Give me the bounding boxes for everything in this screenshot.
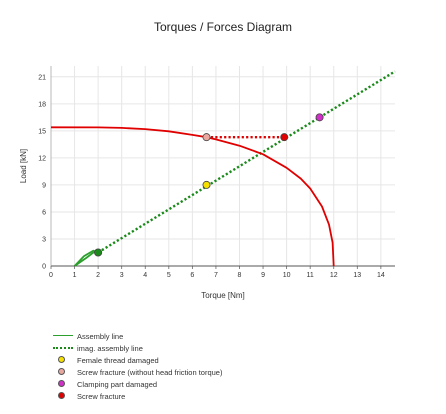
grid: [50, 66, 395, 267]
legend-label: Screw fracture (without head friction to…: [77, 367, 223, 377]
x-tick-label: 14: [377, 272, 385, 279]
x-tick-label: 10: [283, 272, 291, 279]
marker-screw-fracture: [280, 133, 289, 142]
series: [50, 70, 396, 267]
legend: Assembly line imag. assembly line Female t…: [52, 330, 222, 402]
marker-female-thread-damaged: [202, 180, 211, 189]
marker-screw-fracture-without-head-friction-torque-: [202, 133, 211, 142]
legend-label: Female thread damaged: [77, 355, 159, 365]
legend-label: Clamping part damaged: [77, 379, 158, 389]
y-tick-label: 18: [38, 101, 46, 108]
legend-dot-swatch: [52, 379, 74, 389]
legend-label: Assembly line: [77, 331, 124, 341]
x-tick-label: 5: [167, 272, 171, 279]
y-tick-label: 21: [38, 74, 46, 81]
x-tick-label: 1: [73, 272, 77, 279]
x-tick-label: 6: [190, 272, 194, 279]
x-tick-label: 9: [261, 272, 265, 279]
legend-dot-swatch: [52, 367, 74, 377]
x-tick-label: 12: [330, 272, 338, 279]
legend-label: imag. assembly line: [77, 343, 143, 353]
y-tick-label: 12: [38, 155, 46, 162]
legend-item[interactable]: Screw fracture (without head friction to…: [52, 366, 222, 378]
y-tick-label: 15: [38, 128, 46, 135]
y-tick-label: 6: [42, 209, 46, 216]
x-tick-label: 0: [49, 272, 53, 279]
legend-dot-swatch: [52, 391, 74, 401]
y-tick-label: 9: [42, 182, 46, 189]
markers: [94, 113, 324, 257]
x-tick-label: 2: [96, 272, 100, 279]
legend-line-swatch: [52, 343, 74, 353]
legend-dot-swatch: [52, 355, 74, 365]
legend-item[interactable]: Screw fracture: [52, 390, 222, 402]
chart-title: Torques / Forces Diagram: [153, 20, 293, 34]
y-axis-title: Load [kN]: [19, 149, 28, 183]
legend-item[interactable]: Female thread damaged: [52, 354, 222, 366]
x-tick-label: 3: [120, 272, 124, 279]
series-line-imag-assembly-line: [97, 70, 396, 254]
x-tick-label: 4: [143, 272, 147, 279]
marker-clamping-part-damaged: [315, 113, 324, 122]
x-tick-label: 8: [238, 272, 242, 279]
series-line-curve-2: [50, 126, 335, 267]
legend-item[interactable]: imag. assembly line: [52, 342, 222, 354]
legend-item[interactable]: Assembly line: [52, 330, 222, 342]
x-tick-label: 13: [353, 272, 361, 279]
y-tick-label: 0: [42, 264, 46, 271]
legend-label: Screw fracture: [77, 391, 126, 401]
x-tick-label: 7: [214, 272, 218, 279]
legend-item[interactable]: Clamping part damaged: [52, 378, 222, 390]
x-axis-title: Torque [Nm]: [201, 291, 245, 300]
y-tick-label: 3: [42, 236, 46, 243]
legend-line-swatch: [52, 331, 74, 341]
x-tick-label: 11: [307, 272, 314, 279]
marker-point-4: [94, 248, 103, 257]
